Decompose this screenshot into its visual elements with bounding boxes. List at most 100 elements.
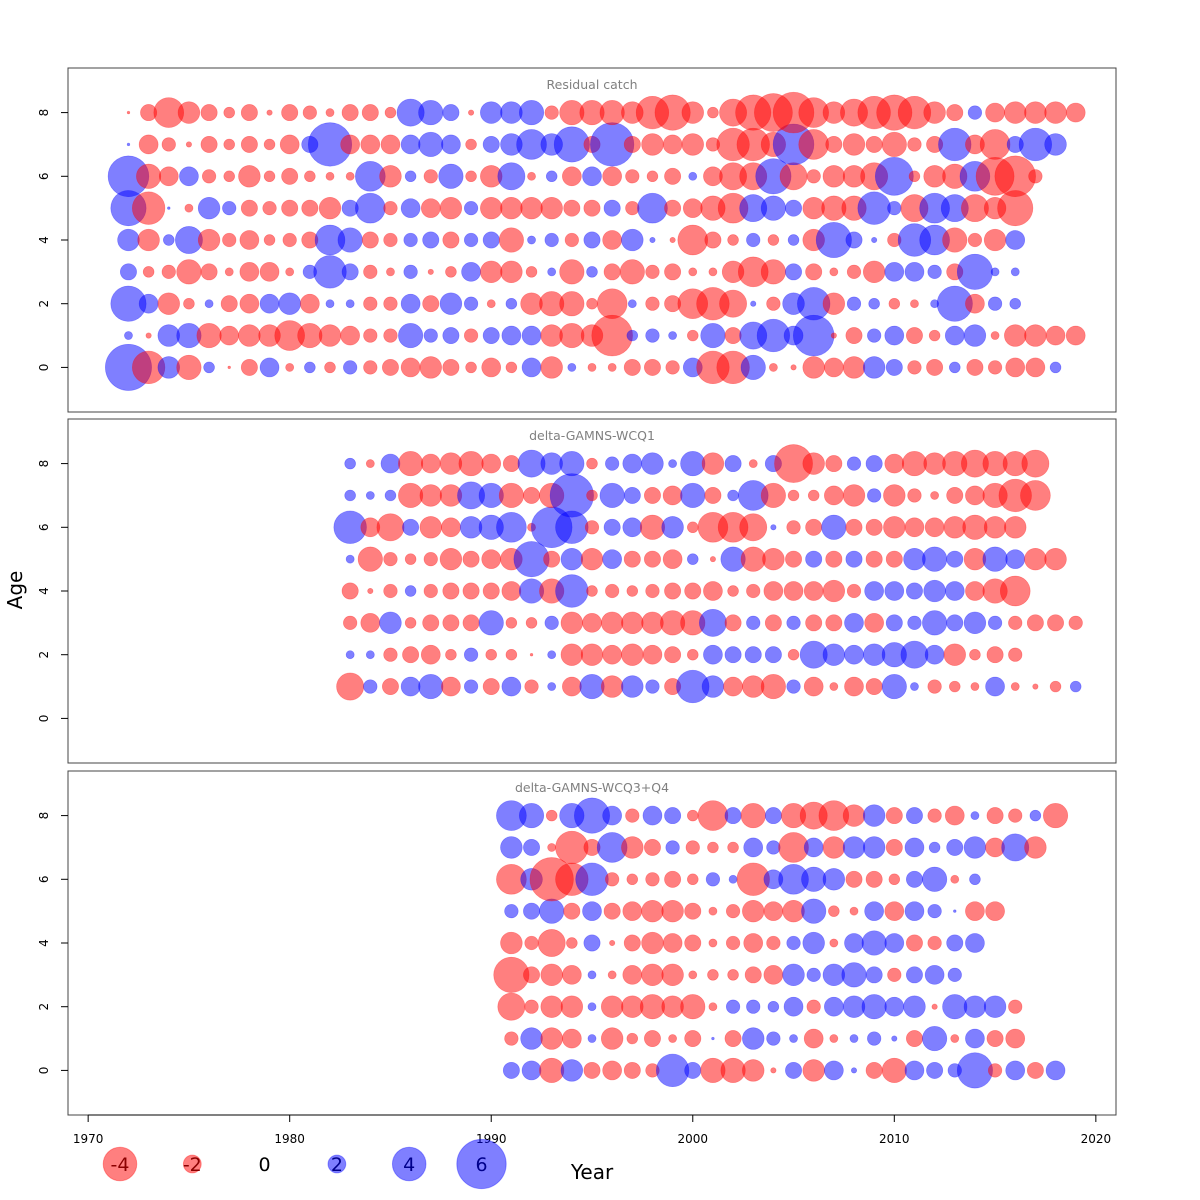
bubble (767, 1000, 780, 1013)
bubble (927, 808, 942, 823)
bubble (400, 198, 421, 218)
bubble (623, 135, 641, 153)
bubble (947, 967, 962, 982)
bubble (486, 299, 496, 309)
bubble (136, 163, 162, 189)
bubble (965, 933, 985, 953)
bubble (386, 267, 395, 277)
bubble (438, 163, 464, 189)
bubble (906, 966, 923, 984)
bubble (563, 902, 581, 920)
bubble (763, 965, 784, 985)
bubble (540, 1027, 563, 1050)
bubble (970, 682, 980, 691)
bubble (259, 357, 280, 378)
bubble (468, 109, 475, 116)
bubble (924, 517, 945, 538)
bubble (724, 646, 742, 664)
bubble (822, 836, 846, 859)
bubble (707, 969, 719, 981)
bubble (501, 676, 522, 697)
bubble (344, 489, 356, 502)
bubble (884, 325, 905, 346)
bubble (829, 1034, 839, 1043)
bubble (555, 830, 589, 865)
bubble (240, 104, 258, 122)
bubble (708, 938, 718, 948)
bubble (521, 1060, 542, 1081)
bubble (928, 841, 941, 854)
bubble (285, 267, 295, 277)
bubble (687, 329, 699, 342)
bubble (688, 171, 698, 181)
bubble (357, 546, 383, 572)
bubble (400, 293, 421, 314)
bubble (786, 615, 801, 630)
bubble (764, 614, 782, 632)
bubble (579, 674, 605, 700)
bubble (621, 643, 644, 666)
bubble (625, 169, 640, 184)
bubble (224, 267, 234, 277)
bubble (985, 102, 1005, 123)
bubble (523, 838, 540, 856)
bubble (167, 206, 171, 210)
bubble (904, 1060, 925, 1081)
bubble (403, 232, 418, 248)
bubble (482, 678, 500, 696)
y-tick-label: 2 (37, 1003, 51, 1011)
bubble (802, 1059, 825, 1082)
bubble (337, 227, 363, 253)
bubble (524, 935, 539, 951)
panel-1: Residual catch 0 2 4 6 8 (37, 67, 1117, 413)
bubble (705, 872, 721, 887)
bubble (345, 299, 355, 309)
bubble (625, 808, 640, 823)
bubble (787, 648, 800, 661)
legend-bubble (456, 1138, 507, 1190)
bubble (844, 644, 864, 665)
bubble (881, 674, 907, 700)
x-tick-label: 2000 (677, 1132, 708, 1146)
bubble (684, 934, 702, 952)
bubble (829, 938, 839, 948)
bubble (383, 328, 398, 343)
bubble (665, 360, 680, 375)
bubble (239, 262, 260, 282)
bubble (850, 1067, 858, 1074)
bubble (763, 581, 784, 601)
bubble (1047, 614, 1064, 632)
bubble (591, 314, 633, 357)
bubble (340, 325, 360, 346)
bubble (480, 101, 503, 124)
bubble (382, 358, 399, 376)
bubble (668, 459, 677, 468)
bubble (605, 456, 620, 471)
bubble (463, 679, 479, 694)
bubble (501, 325, 522, 346)
bubble (263, 170, 276, 183)
bubble (664, 870, 682, 888)
bubble (600, 611, 624, 635)
bubble (201, 169, 217, 184)
bubble (724, 807, 742, 825)
bubble (825, 614, 843, 632)
bubble (740, 354, 766, 380)
bubble (324, 361, 336, 374)
bubble (862, 356, 886, 379)
bubble (500, 931, 523, 955)
bubble (580, 547, 604, 571)
bubble (845, 550, 863, 568)
bubble (520, 1027, 543, 1050)
bubble (900, 640, 929, 669)
bubbles (493, 797, 1069, 1089)
bubble (621, 836, 644, 859)
bubble (645, 264, 660, 279)
bubble (537, 929, 566, 957)
bubble (688, 970, 698, 980)
bubble (463, 296, 479, 311)
bubble (770, 524, 777, 531)
bubble (727, 969, 739, 981)
bubble (481, 549, 502, 569)
bubble (969, 873, 981, 886)
